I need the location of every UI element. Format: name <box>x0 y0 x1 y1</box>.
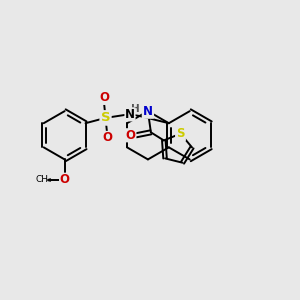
Text: O: O <box>99 92 109 104</box>
Text: O: O <box>60 173 70 186</box>
Text: CH₃: CH₃ <box>35 175 52 184</box>
Text: N: N <box>143 105 153 118</box>
Text: S: S <box>101 111 110 124</box>
Text: H: H <box>130 104 140 114</box>
Text: N: N <box>125 108 135 121</box>
Text: O: O <box>102 131 112 144</box>
Text: S: S <box>176 127 185 140</box>
Text: O: O <box>126 129 136 142</box>
